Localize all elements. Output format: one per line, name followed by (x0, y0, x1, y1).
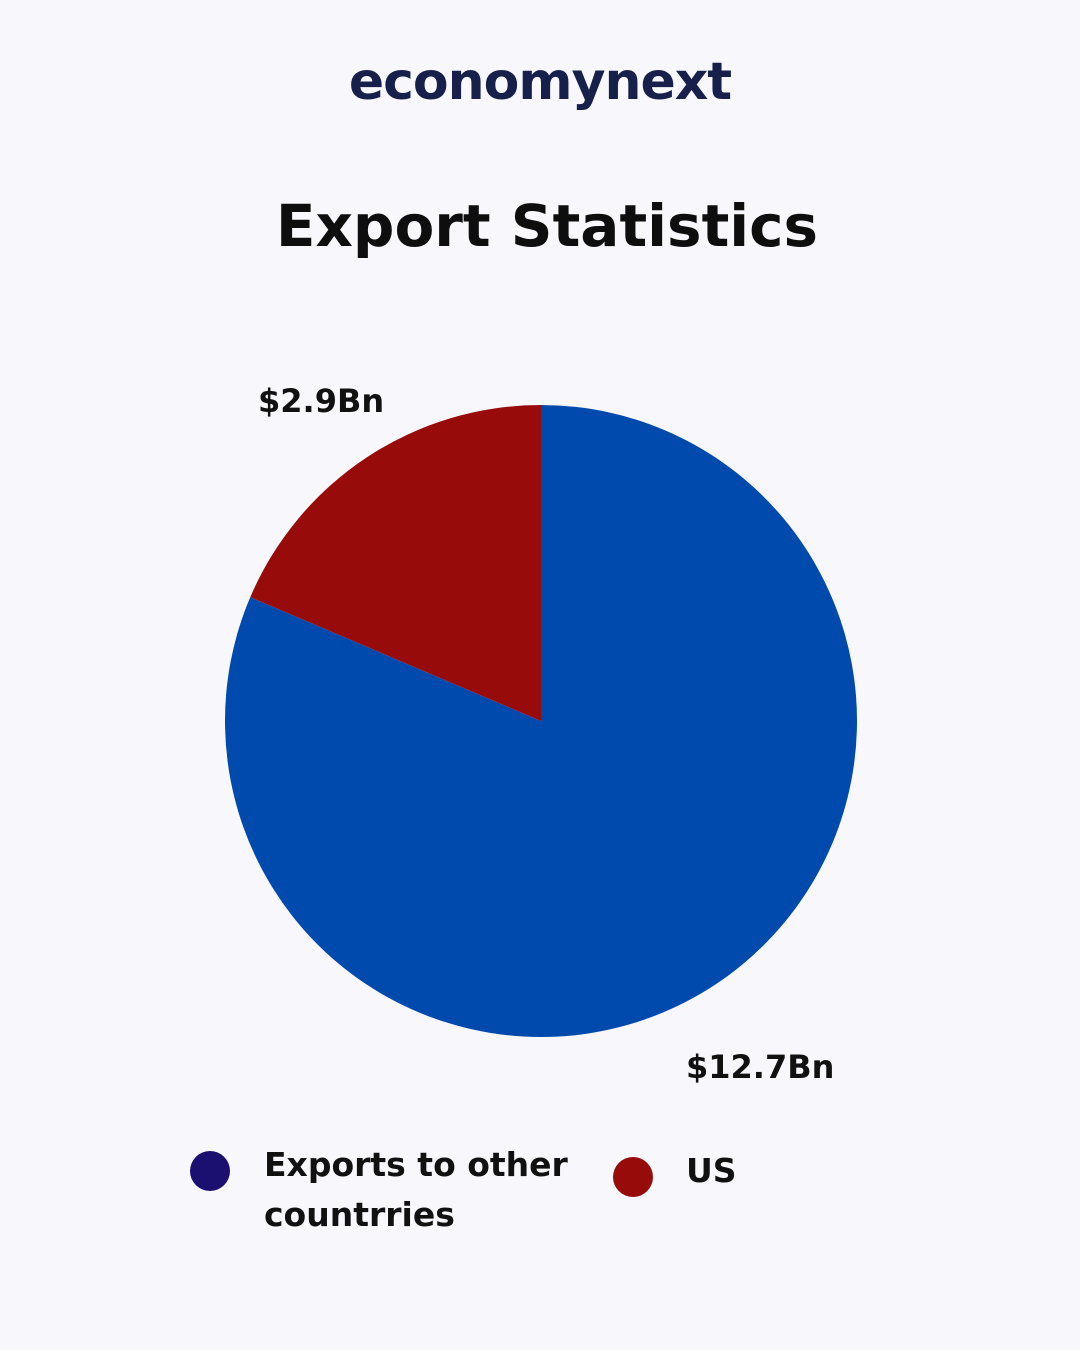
pie-slice-us (250, 405, 541, 721)
chart-title: Export Statistics (275, 192, 819, 260)
brand-logo: economynext (348, 52, 732, 112)
legend-label-us: US (686, 1151, 737, 1190)
legend-swatch-us (613, 1157, 653, 1197)
legend-label-exports-other-countries: Exports to other countrries (264, 1145, 568, 1234)
data-label-exports-other-countries: $12.7Bn (686, 1048, 835, 1086)
data-label-us: $2.9Bn (258, 382, 385, 420)
legend-swatch-exports-other-countries (190, 1151, 230, 1191)
pie-slice-exports-other-countries (224, 405, 857, 1038)
